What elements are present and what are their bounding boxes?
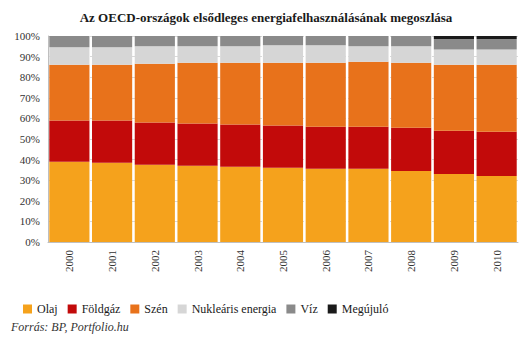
svg-text:50%: 50% [20, 133, 40, 145]
svg-text:2002: 2002 [149, 250, 161, 272]
svg-text:2005: 2005 [277, 250, 289, 273]
svg-text:Szén: Szén [144, 302, 167, 316]
svg-text:0%: 0% [25, 236, 40, 248]
svg-text:80%: 80% [20, 71, 40, 83]
svg-text:70%: 70% [20, 92, 40, 104]
svg-text:Olaj: Olaj [37, 302, 58, 316]
svg-text:90%: 90% [20, 51, 40, 63]
svg-text:Forrás: BP, Portfolio.hu: Forrás: BP, Portfolio.hu [10, 320, 129, 334]
svg-text:30%: 30% [20, 174, 40, 186]
svg-text:2008: 2008 [405, 250, 417, 273]
svg-text:2001: 2001 [106, 250, 118, 272]
svg-text:2006: 2006 [320, 250, 332, 273]
svg-text:100%: 100% [14, 30, 40, 42]
svg-text:Víz: Víz [300, 302, 317, 316]
svg-text:2009: 2009 [448, 250, 460, 273]
svg-text:Megújuló: Megújuló [342, 302, 389, 316]
svg-text:40%: 40% [20, 154, 40, 166]
svg-text:Nukleáris energia: Nukleáris energia [192, 302, 277, 316]
svg-text:60%: 60% [20, 112, 40, 124]
svg-text:2004: 2004 [234, 250, 246, 273]
svg-text:Az OECD-országok elsődleges en: Az OECD-országok elsődleges energiafelha… [80, 10, 453, 25]
svg-text:10%: 10% [20, 215, 40, 227]
svg-text:20%: 20% [20, 195, 40, 207]
svg-text:2003: 2003 [192, 250, 204, 273]
svg-text:2010: 2010 [491, 250, 503, 273]
svg-text:Földgáz: Földgáz [82, 302, 121, 316]
svg-text:2000: 2000 [63, 250, 75, 273]
svg-text:2007: 2007 [362, 250, 374, 273]
